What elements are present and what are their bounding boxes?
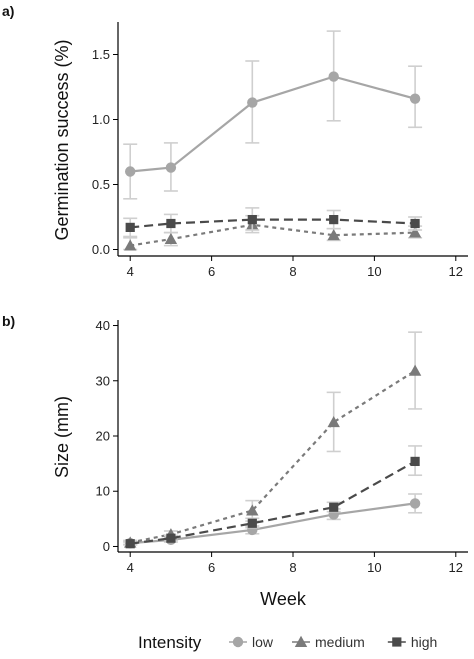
data-point-medium	[327, 229, 340, 241]
y-axis-title: Size (mm)	[52, 396, 72, 478]
x-tick-label: 12	[449, 264, 463, 279]
data-point-medium	[408, 226, 422, 238]
x-tick-label: 10	[367, 560, 381, 575]
x-tick-label: 4	[127, 560, 134, 575]
data-point-high	[247, 215, 257, 225]
legend-key-triangle-icon	[294, 635, 308, 647]
y-tick-label: 0	[103, 539, 110, 554]
series-line-medium	[129, 369, 416, 544]
series-high	[123, 445, 423, 549]
data-point-medium	[164, 232, 178, 245]
data-point-medium	[246, 504, 259, 516]
y-tick-label: 20	[96, 429, 110, 444]
data-point-high	[410, 218, 420, 229]
x-tick-label: 8	[289, 264, 296, 279]
data-point-high	[329, 502, 339, 512]
series-line-low	[130, 75, 416, 173]
x-axis-title: Week	[260, 589, 307, 609]
legend-label: high	[411, 634, 437, 650]
y-tick-label: 10	[96, 484, 110, 499]
legend-item-medium: medium	[292, 634, 365, 650]
data-point-medium	[124, 239, 137, 251]
panel-label: a)	[2, 3, 14, 19]
y-axis-title: Germination success (%)	[52, 39, 72, 240]
y-tick-label: 0.5	[92, 177, 110, 192]
legend-item-low: low	[229, 634, 274, 650]
x-tick-label: 8	[289, 560, 296, 575]
series-low	[123, 30, 423, 200]
x-tick-label: 4	[127, 264, 134, 279]
data-point-high	[410, 456, 420, 467]
data-point-low	[247, 97, 258, 108]
panel-b: b) 0 10 20 30 40 4 6 8 10 12 Size (mm) Week	[2, 313, 468, 609]
legend: Intensity low medium high	[138, 633, 437, 652]
y-tick-label: 1.0	[92, 112, 110, 127]
legend-title: Intensity	[138, 633, 202, 652]
x-tick-label: 6	[208, 264, 215, 279]
y-tick-label: 40	[96, 318, 110, 333]
panel-a: a) 0.0 0.5 1.0 1.5 4 6 8 10 12 Germination success…	[2, 3, 468, 279]
data-point-high	[125, 539, 135, 549]
data-point-medium	[327, 415, 340, 428]
data-point-low	[328, 71, 339, 82]
data-point-low	[125, 166, 136, 177]
legend-label: medium	[315, 634, 365, 650]
data-point-high	[125, 222, 135, 232]
data-point-high	[329, 215, 339, 225]
legend-label: low	[252, 634, 274, 650]
panel-label: b)	[2, 313, 15, 329]
data-point-high	[166, 218, 176, 229]
y-tick-label: 30	[96, 373, 110, 388]
x-tick-label: 6	[208, 560, 215, 575]
legend-key-square-icon	[392, 637, 402, 647]
data-point-high	[247, 518, 257, 528]
y-tick-label: 1.5	[92, 47, 110, 62]
data-point-low	[165, 162, 177, 173]
series-line-high	[130, 218, 416, 229]
x-tick-label: 12	[449, 560, 463, 575]
x-tick-label: 10	[367, 264, 381, 279]
data-point-low	[409, 498, 421, 509]
data-point-low	[409, 93, 421, 104]
data-point-medium	[408, 364, 422, 376]
legend-key-circle-icon	[232, 636, 244, 648]
data-point-high	[166, 533, 176, 543]
y-tick-label: 0.0	[92, 242, 110, 257]
legend-item-high: high	[387, 634, 437, 650]
series-medium	[123, 331, 423, 548]
series-high	[123, 207, 423, 238]
